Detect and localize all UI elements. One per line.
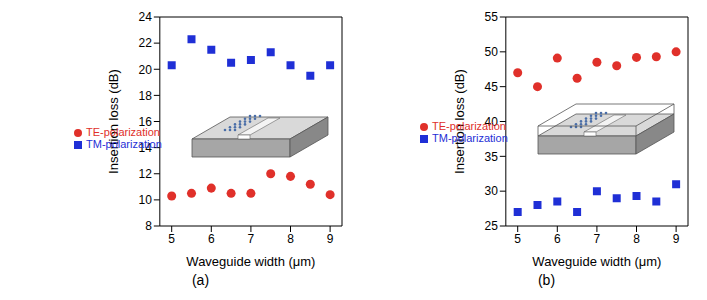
svg-text:Insertion loss (dB): Insertion loss (dB) [452, 69, 467, 174]
svg-text:20: 20 [138, 63, 152, 77]
svg-text:18: 18 [138, 89, 152, 103]
svg-text:40: 40 [484, 115, 498, 129]
svg-text:Waveguide width (μm): Waveguide width (μm) [186, 254, 315, 269]
svg-text:12: 12 [138, 167, 152, 181]
svg-text:5: 5 [168, 232, 175, 246]
svg-text:50: 50 [484, 45, 498, 59]
svg-text:6: 6 [208, 232, 215, 246]
svg-text:8: 8 [287, 232, 294, 246]
svg-text:30: 30 [484, 184, 498, 198]
svg-text:8: 8 [145, 219, 152, 233]
svg-text:24: 24 [138, 10, 152, 24]
svg-text:10: 10 [138, 193, 152, 207]
svg-text:25: 25 [484, 219, 498, 233]
svg-text:8: 8 [633, 232, 640, 246]
svg-text:14: 14 [138, 141, 152, 155]
svg-text:Waveguide width (μm): Waveguide width (μm) [532, 254, 661, 269]
svg-text:Insertion loss (dB): Insertion loss (dB) [106, 69, 121, 174]
svg-text:9: 9 [327, 232, 334, 246]
svg-text:6: 6 [554, 232, 561, 246]
svg-text:22: 22 [138, 36, 152, 50]
svg-text:9: 9 [673, 232, 680, 246]
svg-text:5: 5 [514, 232, 521, 246]
svg-text:55: 55 [484, 10, 498, 24]
svg-text:35: 35 [484, 150, 498, 164]
svg-text:7: 7 [594, 232, 601, 246]
svg-text:7: 7 [248, 232, 255, 246]
svg-text:16: 16 [138, 115, 152, 129]
svg-text:45: 45 [484, 80, 498, 94]
